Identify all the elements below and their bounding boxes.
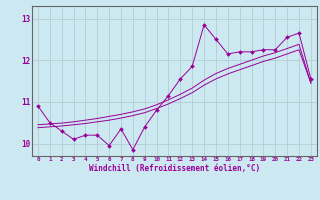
X-axis label: Windchill (Refroidissement éolien,°C): Windchill (Refroidissement éolien,°C) [89,164,260,173]
